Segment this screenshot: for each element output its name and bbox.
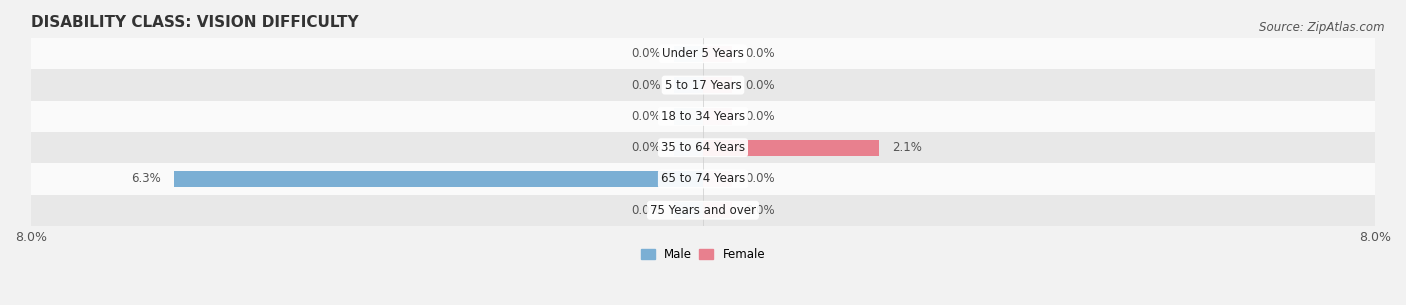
- Text: 6.3%: 6.3%: [131, 173, 162, 185]
- Bar: [673, 77, 703, 93]
- Bar: [703, 77, 733, 93]
- Bar: [673, 139, 703, 156]
- Text: 0.0%: 0.0%: [745, 110, 775, 123]
- Bar: [31, 38, 1375, 70]
- Text: Under 5 Years: Under 5 Years: [662, 47, 744, 60]
- Bar: [31, 132, 1375, 163]
- Text: 2.1%: 2.1%: [891, 141, 922, 154]
- Bar: [703, 171, 733, 187]
- Bar: [31, 101, 1375, 132]
- Text: 18 to 34 Years: 18 to 34 Years: [661, 110, 745, 123]
- Bar: [31, 195, 1375, 226]
- Text: 0.0%: 0.0%: [631, 110, 661, 123]
- Text: 65 to 74 Years: 65 to 74 Years: [661, 173, 745, 185]
- Text: 0.0%: 0.0%: [631, 47, 661, 60]
- Bar: [673, 108, 703, 124]
- Bar: [31, 70, 1375, 101]
- Text: 0.0%: 0.0%: [745, 47, 775, 60]
- Bar: [703, 46, 733, 62]
- Text: 0.0%: 0.0%: [631, 141, 661, 154]
- Text: 0.0%: 0.0%: [745, 79, 775, 92]
- Bar: [673, 202, 703, 218]
- Text: 0.0%: 0.0%: [745, 204, 775, 217]
- Bar: [174, 171, 703, 187]
- Text: Source: ZipAtlas.com: Source: ZipAtlas.com: [1260, 21, 1385, 34]
- Text: 35 to 64 Years: 35 to 64 Years: [661, 141, 745, 154]
- Text: 0.0%: 0.0%: [745, 173, 775, 185]
- Bar: [703, 139, 879, 156]
- Text: 0.0%: 0.0%: [631, 204, 661, 217]
- Bar: [31, 163, 1375, 195]
- Bar: [673, 46, 703, 62]
- Bar: [703, 108, 733, 124]
- Bar: [703, 202, 733, 218]
- Text: 0.0%: 0.0%: [631, 79, 661, 92]
- Text: 5 to 17 Years: 5 to 17 Years: [665, 79, 741, 92]
- Text: 75 Years and over: 75 Years and over: [650, 204, 756, 217]
- Text: DISABILITY CLASS: VISION DIFFICULTY: DISABILITY CLASS: VISION DIFFICULTY: [31, 15, 359, 30]
- Legend: Male, Female: Male, Female: [641, 248, 765, 261]
